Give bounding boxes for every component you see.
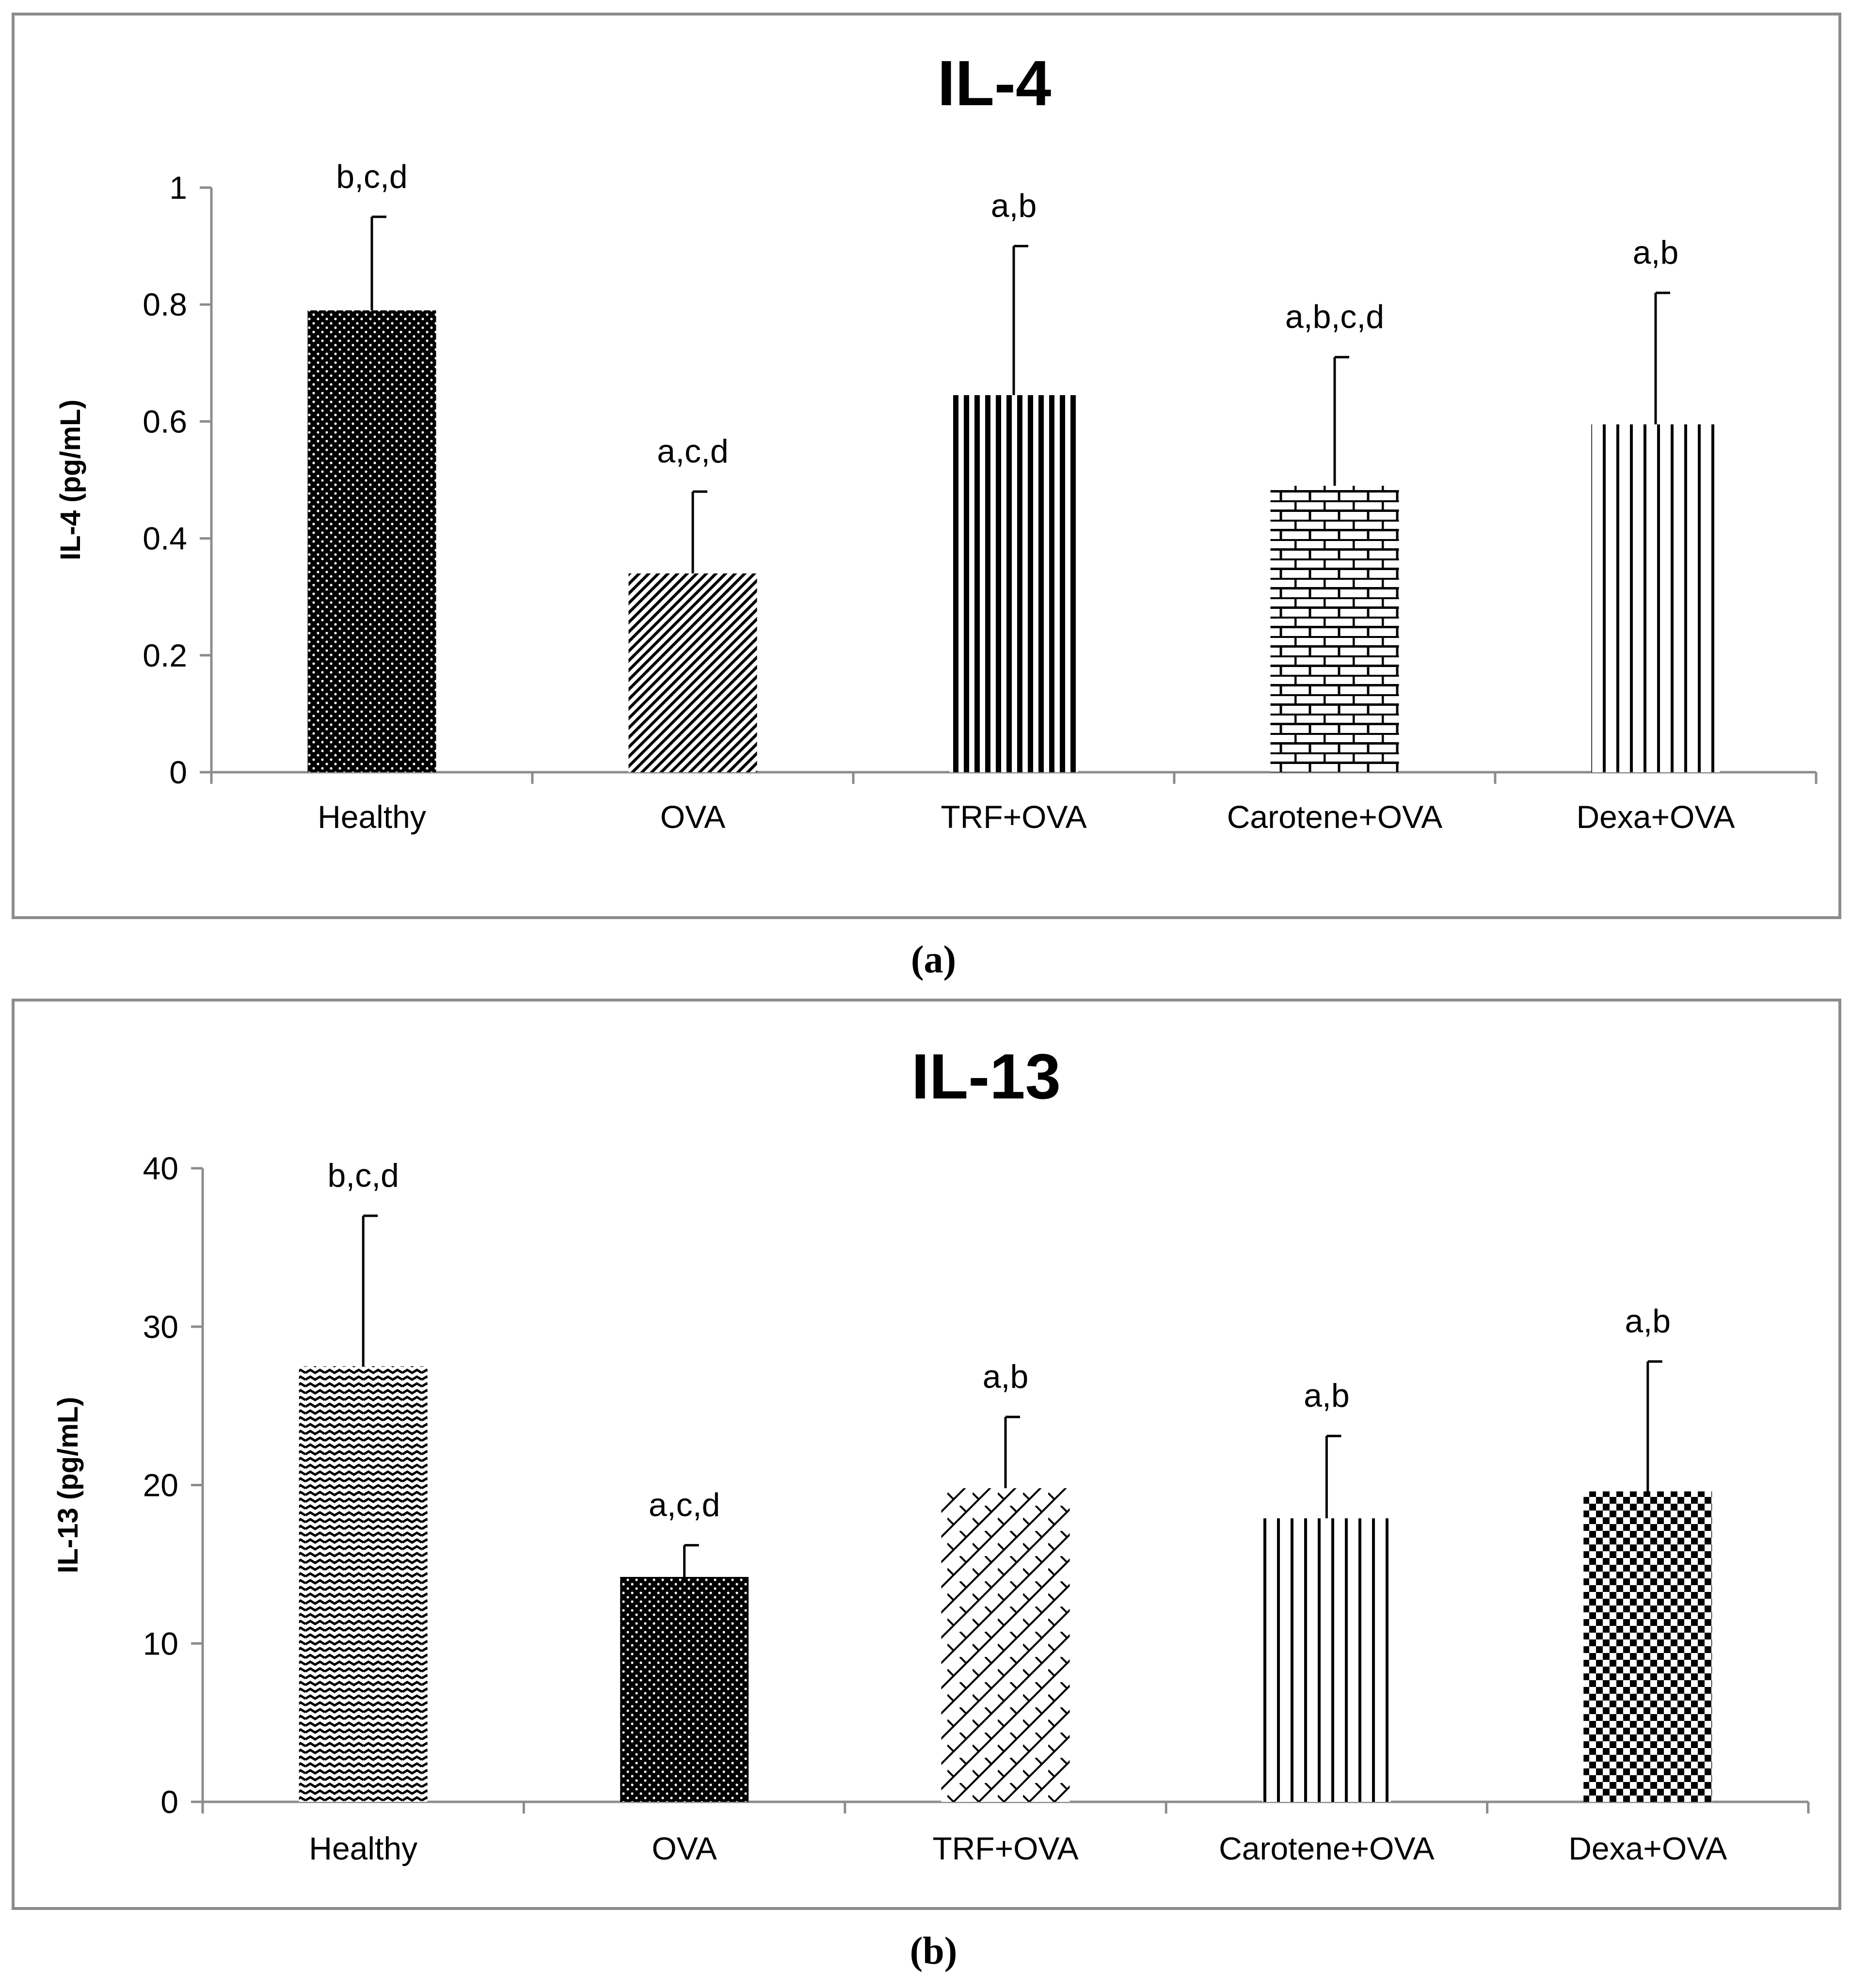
significance-label: b,c,d bbox=[327, 1157, 399, 1194]
significance-label: a,b bbox=[1625, 1303, 1671, 1340]
caption-a: (a) bbox=[910, 938, 957, 981]
chart-title: IL-13 bbox=[911, 1041, 1061, 1112]
bar bbox=[949, 395, 1078, 772]
bar bbox=[1583, 1491, 1712, 1802]
x-tick-label: OVA bbox=[660, 799, 725, 835]
significance-label: a,c,d bbox=[657, 433, 728, 470]
y-tick-label: 0.2 bbox=[143, 637, 187, 673]
x-tick-label: TRF+OVA bbox=[932, 1830, 1078, 1866]
x-tick-label: OVA bbox=[652, 1830, 717, 1866]
x-tick-label: Dexa+OVA bbox=[1576, 799, 1735, 835]
y-tick-label: 1 bbox=[169, 170, 187, 206]
bar bbox=[299, 1366, 428, 1802]
y-tick-label: 20 bbox=[143, 1467, 178, 1503]
significance-label: a,c,d bbox=[649, 1487, 720, 1524]
bar bbox=[941, 1488, 1070, 1802]
significance-label: a,b bbox=[1304, 1377, 1350, 1414]
il4-bar-chart: IL-4 IL-4 (pg/mL) 0 0.2 0.4 0.6 0.8 1 b,c,d Healt… bbox=[55, 48, 1818, 835]
significance-label: b,c,d bbox=[336, 158, 407, 195]
x-tick-label: TRF+OVA bbox=[941, 799, 1086, 835]
x-tick-label: Dexa+OVA bbox=[1568, 1830, 1727, 1866]
chart-panel-il4: IL-4 IL-4 (pg/mL) 0 0.2 0.4 0.6 0.8 1 b,c,d Healt… bbox=[12, 13, 1841, 919]
caption-b: (b) bbox=[910, 1930, 957, 1972]
y-axis-title: IL-4 (pg/mL) bbox=[55, 399, 86, 560]
il13-bar-chart: IL-13 IL-13 (pg/mL) 0 10 20 30 40 b,c,d Healthy a… bbox=[52, 1041, 1810, 1866]
bar bbox=[1270, 486, 1399, 772]
significance-label: a,b,c,d bbox=[1285, 299, 1384, 335]
significance-label: a,b bbox=[983, 1358, 1029, 1395]
bar bbox=[307, 310, 436, 772]
y-tick-label: 10 bbox=[143, 1625, 178, 1661]
y-tick-label: 30 bbox=[143, 1309, 178, 1345]
chart-title: IL-4 bbox=[938, 48, 1052, 119]
y-tick-label: 40 bbox=[143, 1150, 178, 1186]
bar bbox=[1591, 424, 1720, 772]
y-tick-label: 0 bbox=[160, 1784, 178, 1820]
bar bbox=[1262, 1518, 1391, 1802]
y-axis-title: IL-13 (pg/mL) bbox=[52, 1397, 84, 1573]
y-tick-label: 0.6 bbox=[143, 403, 187, 439]
x-tick-label: Carotene+OVA bbox=[1227, 799, 1443, 835]
x-tick-label: Carotene+OVA bbox=[1219, 1830, 1435, 1866]
y-tick-label: 0.8 bbox=[143, 286, 187, 322]
bar bbox=[628, 573, 757, 772]
x-tick-label: Healthy bbox=[318, 799, 426, 835]
bar bbox=[620, 1577, 749, 1802]
y-tick-label: 0 bbox=[169, 754, 187, 790]
significance-label: a,b bbox=[1633, 234, 1679, 271]
significance-label: a,b bbox=[991, 188, 1037, 224]
chart-panel-il13: IL-13 IL-13 (pg/mL) 0 10 20 30 40 b,c,d Healthy a… bbox=[12, 999, 1841, 1910]
x-tick-label: Healthy bbox=[309, 1830, 417, 1866]
y-tick-label: 0.4 bbox=[143, 521, 187, 557]
